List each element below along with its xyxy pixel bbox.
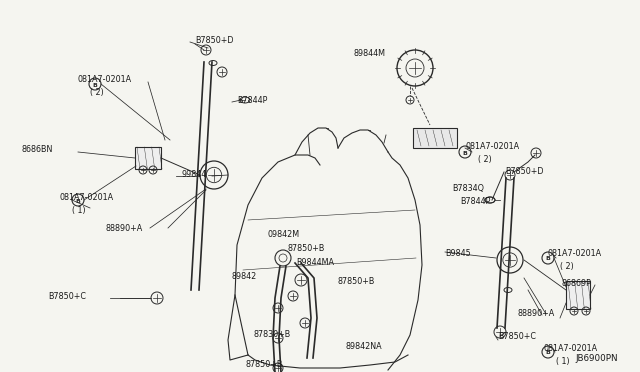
Text: 99844: 99844 [182, 170, 207, 179]
Text: 87850+B: 87850+B [246, 360, 284, 369]
Text: JB6900PN: JB6900PN [575, 354, 618, 363]
Text: 081A7-0201A: 081A7-0201A [543, 344, 597, 353]
Text: 88890+A: 88890+A [105, 224, 142, 233]
Text: B9844MA: B9844MA [296, 258, 334, 267]
Text: 081A7-0201A: 081A7-0201A [465, 142, 519, 151]
Text: B7850+D: B7850+D [505, 167, 543, 176]
Text: 89842: 89842 [232, 272, 257, 281]
Text: 081A7-0201A: 081A7-0201A [78, 75, 132, 84]
FancyBboxPatch shape [413, 128, 457, 148]
Text: B: B [93, 83, 97, 87]
Text: 87850+B: 87850+B [288, 244, 325, 253]
Text: 87850+B: 87850+B [338, 277, 376, 286]
Text: ( 2): ( 2) [478, 155, 492, 164]
FancyBboxPatch shape [566, 281, 590, 309]
Text: 081A7-0201A: 081A7-0201A [548, 249, 602, 258]
Text: B7834Q: B7834Q [452, 184, 484, 193]
Text: B7844P: B7844P [460, 197, 490, 206]
Text: 89844M: 89844M [353, 49, 385, 58]
Text: 09842M: 09842M [268, 230, 300, 239]
Text: B7844P: B7844P [237, 96, 268, 105]
Text: 89842NA: 89842NA [346, 342, 383, 351]
Text: B: B [545, 350, 550, 356]
Text: B7850+C: B7850+C [48, 292, 86, 301]
Text: 88890+A: 88890+A [518, 309, 556, 318]
Text: ( 2): ( 2) [560, 262, 573, 271]
Text: ( 1): ( 1) [72, 206, 86, 215]
Text: B: B [463, 151, 467, 155]
Text: B9845: B9845 [445, 249, 471, 258]
Text: B7850+C: B7850+C [498, 332, 536, 341]
Text: ( 2): ( 2) [90, 88, 104, 97]
Text: 8686BN: 8686BN [22, 145, 53, 154]
Text: ( 1): ( 1) [556, 357, 570, 366]
Text: B7850+D: B7850+D [195, 36, 234, 45]
Text: B: B [76, 199, 81, 203]
Text: 081A7-0201A: 081A7-0201A [60, 193, 114, 202]
FancyBboxPatch shape [135, 147, 161, 169]
Text: 86869P: 86869P [561, 279, 591, 288]
Text: B: B [545, 257, 550, 262]
Text: 87830+B: 87830+B [253, 330, 291, 339]
